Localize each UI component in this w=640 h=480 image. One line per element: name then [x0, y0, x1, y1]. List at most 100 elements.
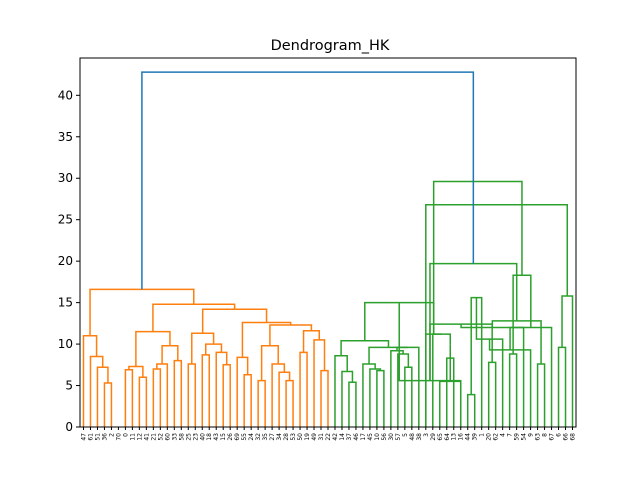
- y-tick-label: 15: [58, 296, 73, 310]
- x-tick-label: 16: [458, 433, 465, 441]
- dendrogram-link: [236, 356, 249, 427]
- x-tick-label: 22: [325, 433, 332, 441]
- x-tick-label: 15: [220, 433, 227, 441]
- dendrogram-link: [475, 297, 504, 427]
- dendrogram-link: [222, 364, 231, 427]
- dendrogram-link: [390, 349, 404, 427]
- dendrogram-link: [439, 380, 462, 427]
- x-tick-label: 6: [556, 433, 563, 437]
- x-tick-label: 12: [136, 433, 143, 441]
- x-tick-label: 8: [542, 433, 549, 437]
- x-tick-label: 43: [213, 433, 220, 441]
- y-tick-label: 20: [58, 254, 73, 268]
- dendrogram-link: [487, 361, 497, 427]
- dendrogram-link: [191, 332, 215, 364]
- y-axis: 0 5 10 15 20 25 30 35 40: [58, 88, 80, 434]
- dendrogram-link: [201, 354, 210, 427]
- dendrogram-link: [512, 274, 532, 355]
- dendrogram-link: [260, 344, 279, 381]
- dendrogram-link: [536, 363, 546, 427]
- dendrogram-link: [299, 351, 308, 427]
- x-tick-label: 14: [339, 433, 346, 441]
- x-tick-label: 52: [157, 433, 164, 441]
- plot-frame: [79, 57, 577, 428]
- dendrogram-link: [491, 320, 542, 364]
- y-tick-label: 30: [58, 171, 73, 185]
- dendrogram-link: [425, 204, 569, 427]
- dendrogram-link: [187, 363, 197, 427]
- dendrogram-link: [362, 363, 376, 427]
- x-tick-label: 42: [332, 433, 339, 441]
- x-tick-label: 58: [178, 433, 185, 441]
- x-tick-label: 30: [388, 433, 395, 441]
- dendrogram-link: [320, 369, 329, 427]
- x-tick-label: 19: [304, 433, 311, 441]
- dendrogram-link: [103, 382, 113, 427]
- x-tick-label: 31: [318, 433, 325, 441]
- x-tick-label: 49: [311, 433, 318, 441]
- x-tick-label: 0: [122, 433, 129, 437]
- dendrogram-link: [557, 346, 567, 427]
- x-axis: 47 61 51 36 2 70 0 11 12 41 21 52 60 33 58 25 23 40 18 43 15…: [80, 427, 577, 441]
- dendrogram-link: [128, 365, 144, 378]
- dendrogram-link: [508, 353, 518, 427]
- y-tick-label: 0: [65, 420, 73, 434]
- x-tick-label: 29: [430, 433, 437, 441]
- x-tick-label: 37: [346, 433, 353, 441]
- dendrogram-link: [368, 346, 408, 364]
- x-tick-label: 36: [101, 433, 108, 441]
- x-tick-label: 34: [276, 433, 283, 441]
- x-tick-label: 48: [409, 433, 416, 441]
- dendrogram-link: [561, 295, 574, 427]
- dendrogram-link: [135, 330, 171, 367]
- dendrogram-link: [466, 393, 476, 427]
- x-tick-label: 56: [381, 433, 388, 441]
- dendrogram-link: [138, 376, 148, 427]
- y-tick-label: 10: [58, 337, 73, 351]
- x-tick-label: 17: [360, 433, 367, 441]
- dendrogram-link: [271, 363, 286, 427]
- dendrogram-link: [204, 343, 223, 355]
- y-tick-label: 35: [58, 130, 73, 144]
- dendrogram-link: [369, 368, 382, 427]
- x-tick-label: 51: [94, 433, 101, 441]
- x-tick-label: 27: [269, 433, 276, 441]
- dendrogram-link: [348, 381, 357, 427]
- x-tick-label: 33: [171, 433, 178, 441]
- dendrogram-links: [82, 71, 574, 427]
- dendrogram-link: [241, 321, 292, 358]
- x-tick-label: 46: [353, 433, 360, 441]
- x-tick-label: 59: [514, 433, 521, 441]
- x-tick-label: 35: [262, 433, 269, 441]
- x-tick-label: 66: [563, 433, 570, 441]
- dendrogram-link: [340, 340, 390, 356]
- x-tick-label: 65: [437, 433, 444, 441]
- dendrogram-link: [201, 308, 268, 334]
- dendrogram-link: [429, 262, 518, 381]
- chart-title: Dendrogram_HK: [271, 38, 390, 54]
- dendrogram-link: [156, 363, 169, 427]
- dendrogram-link: [341, 370, 354, 427]
- dendrogram-link: [141, 71, 475, 290]
- x-tick-label: 2: [108, 433, 115, 437]
- x-tick-label: 24: [248, 433, 255, 441]
- x-tick-label: 4: [500, 433, 507, 437]
- dendrogram-link: [404, 366, 413, 427]
- dendrogram-link: [302, 330, 321, 353]
- x-tick-label: 11: [129, 433, 136, 441]
- x-tick-label: 40: [199, 433, 206, 441]
- x-tick-label: 47: [80, 433, 87, 441]
- x-tick-label: 64: [444, 433, 451, 441]
- y-tick-label: 40: [58, 88, 73, 102]
- x-tick-label: 41: [143, 433, 150, 441]
- x-tick-label: 18: [206, 433, 213, 441]
- dendrogram-link: [82, 335, 98, 427]
- x-tick-label: 13: [451, 433, 458, 441]
- x-tick-label: 23: [192, 433, 199, 441]
- x-tick-label: 61: [87, 433, 94, 441]
- x-tick-label: 53: [290, 433, 297, 441]
- x-tick-label: 9: [528, 433, 535, 437]
- x-tick-label: 32: [255, 433, 262, 441]
- dendrogram-link: [152, 303, 236, 332]
- dendrogram-link: [96, 366, 109, 427]
